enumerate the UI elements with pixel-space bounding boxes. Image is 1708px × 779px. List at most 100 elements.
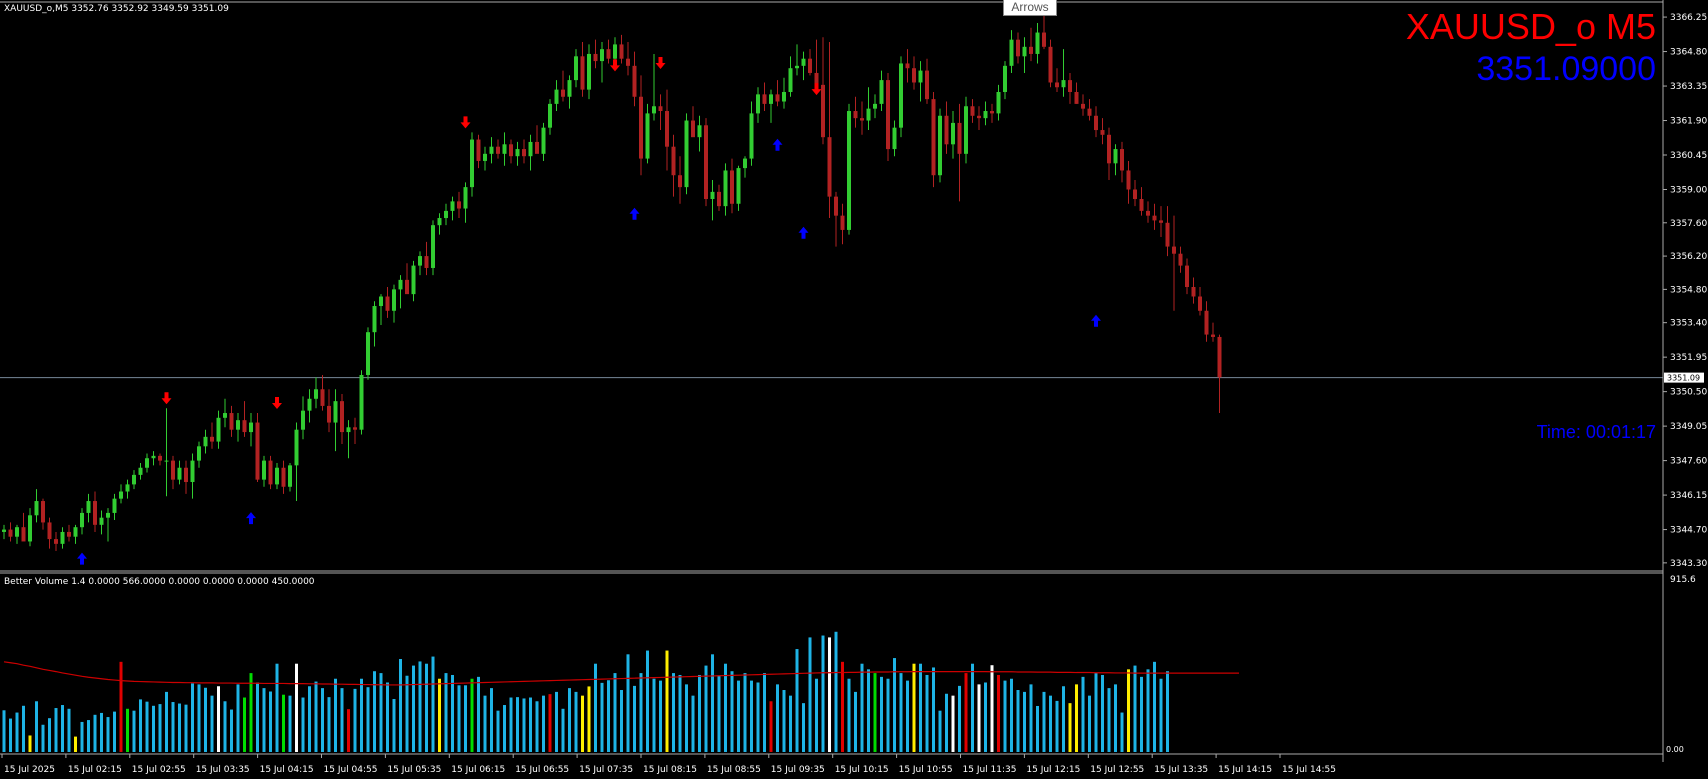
sell-arrow-icon — [161, 392, 172, 405]
volume-bar — [1127, 669, 1130, 752]
volume-bar — [9, 718, 12, 752]
candle-body — [1191, 287, 1196, 297]
candle-body — [1042, 32, 1046, 47]
volume-bar — [724, 663, 727, 752]
volume-bar — [360, 678, 363, 752]
volume-bar — [522, 698, 526, 752]
candle-body — [587, 53, 591, 90]
x-tick-label: 15 Jul 02:55 — [132, 765, 186, 775]
sell-arrow-icon — [655, 56, 666, 69]
volume-bar — [204, 687, 207, 752]
volume-bar — [509, 697, 513, 752]
volume-bar — [633, 685, 636, 752]
candle-body — [626, 58, 630, 66]
sell-arrow-shape — [610, 59, 620, 72]
volume-bar — [1114, 684, 1117, 752]
volume-pane[interactable] — [2, 631, 1240, 752]
volume-bar — [483, 695, 487, 752]
volume-bar — [386, 682, 389, 752]
volume-bar — [470, 678, 474, 752]
candle-body — [834, 196, 838, 216]
volume-bar — [93, 714, 97, 752]
volume-bar — [61, 705, 64, 752]
volume-bar — [171, 702, 175, 752]
candle-body — [457, 201, 461, 209]
volume-bar — [919, 663, 922, 752]
x-tick-label: 15 Jul 12:55 — [1090, 765, 1144, 775]
candle-body — [665, 111, 669, 147]
candle-body — [34, 501, 39, 516]
x-tick-label: 15 Jul 07:35 — [579, 765, 633, 775]
candle-body — [951, 122, 955, 145]
volume-bar — [717, 675, 721, 752]
volume-bar — [1140, 676, 1143, 752]
volume-bar — [652, 678, 656, 752]
volume-bar — [1159, 678, 1163, 752]
candle-body — [1146, 210, 1150, 216]
y-tick-label: 3343.30 — [1670, 559, 1707, 569]
x-tick-label: 15 Jul 12:15 — [1026, 765, 1080, 775]
volume-bar — [48, 718, 51, 752]
volume-bar — [22, 705, 25, 752]
candle-body — [1165, 222, 1170, 247]
y-tick-label: 3357.60 — [1670, 219, 1707, 229]
candle-body — [827, 137, 832, 197]
candle-body — [775, 94, 780, 102]
volume-bar — [613, 673, 617, 752]
volume-bar — [1010, 678, 1013, 752]
volume-bar — [574, 691, 578, 752]
volume-bar — [737, 680, 740, 752]
candle-body — [333, 401, 338, 423]
volume-bar — [210, 695, 214, 752]
arrows-tab[interactable]: Arrows — [1003, 0, 1057, 16]
candle-body — [606, 49, 611, 59]
candle-body — [41, 501, 45, 523]
volume-bar — [496, 710, 500, 752]
candle-body — [1048, 46, 1053, 83]
y-tick-label: 3364.80 — [1670, 48, 1707, 58]
candle-body — [210, 436, 214, 442]
candle-body — [509, 144, 513, 157]
candle-body — [970, 106, 975, 116]
candle-body — [749, 113, 754, 159]
volume-bar — [841, 661, 844, 752]
volume-bar — [347, 709, 350, 752]
buy-arrow-icon — [772, 138, 783, 151]
candle-body — [593, 53, 598, 62]
volume-bar — [1088, 695, 1091, 752]
volume-bar — [217, 686, 220, 752]
volume-bar — [782, 690, 786, 752]
candle-body — [184, 467, 188, 483]
volume-bar — [1075, 684, 1078, 752]
candle-body — [1133, 189, 1137, 200]
volume-bar — [860, 663, 864, 752]
candle-body — [80, 512, 84, 528]
symbol-header: XAUUSD_o,M5 3352.76 3352.92 3349.59 3351… — [4, 4, 229, 14]
volume-bar — [152, 705, 155, 752]
candle-body — [678, 175, 682, 188]
volume-bar — [119, 661, 123, 752]
volume-bar — [54, 708, 58, 752]
price-pane[interactable] — [0, 15, 1663, 565]
candle-body — [574, 56, 578, 81]
candle-body — [437, 218, 442, 226]
volume-bar — [1055, 700, 1059, 752]
volume-bar — [74, 736, 77, 752]
candle-body — [21, 527, 26, 542]
volume-bar — [1153, 661, 1156, 752]
candle-body — [346, 427, 351, 433]
sell-arrow-icon — [272, 397, 282, 410]
volume-bar — [951, 695, 955, 752]
candle-body — [723, 170, 728, 207]
volume-max-label: 915.6 — [1670, 575, 1696, 585]
volume-bar — [269, 691, 272, 752]
volume-bar — [106, 717, 110, 752]
candle-body — [892, 127, 897, 150]
y-tick-label: 3351.95 — [1670, 353, 1707, 363]
candle-body — [652, 106, 656, 114]
volume-bar — [665, 650, 669, 752]
volume-bar — [1042, 691, 1046, 752]
x-tick-label: 15 Jul 11:35 — [963, 765, 1017, 775]
candle-body — [242, 420, 247, 433]
